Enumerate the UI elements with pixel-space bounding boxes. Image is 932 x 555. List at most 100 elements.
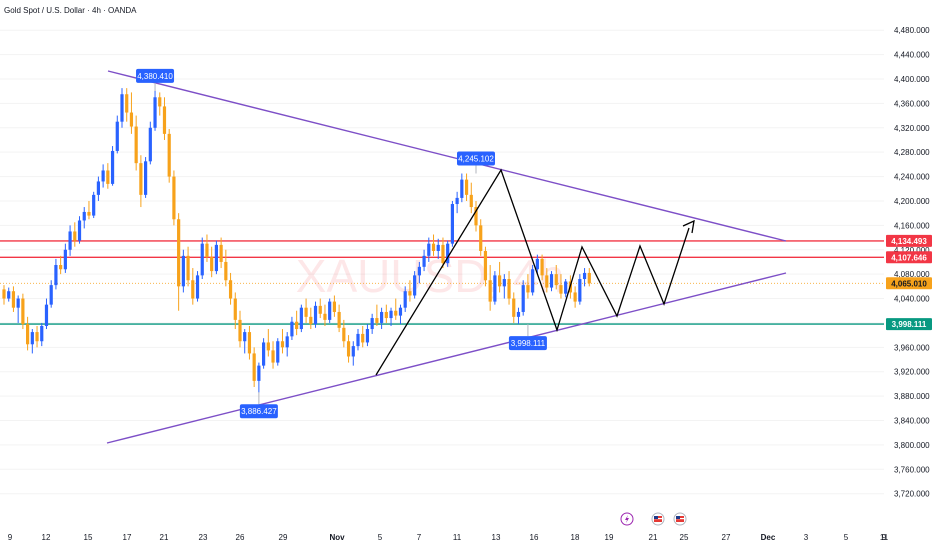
candle-body bbox=[129, 112, 134, 127]
candle-body bbox=[26, 324, 30, 345]
x-tick-label: 21 bbox=[649, 533, 658, 542]
candle-body bbox=[219, 244, 223, 262]
candle-body bbox=[309, 316, 313, 325]
candle-body bbox=[186, 255, 190, 281]
pivot-label: 4,245.102 bbox=[458, 154, 494, 163]
candle-body bbox=[531, 269, 535, 293]
candle-body bbox=[290, 321, 294, 337]
candle-body bbox=[450, 204, 454, 244]
us-flag-icon[interactable] bbox=[673, 512, 687, 526]
candle-body bbox=[252, 353, 256, 381]
candle-body bbox=[266, 342, 270, 351]
candle-body bbox=[162, 106, 167, 134]
candle-body bbox=[134, 126, 138, 164]
candle-body bbox=[446, 243, 450, 264]
pivot-label-box bbox=[136, 68, 175, 83]
price-axis[interactable]: 4,480.000 4,440.000 4,400.000 4,360.000 4,32… bbox=[886, 26, 932, 499]
candle-body bbox=[82, 211, 86, 221]
candle-body bbox=[346, 341, 351, 357]
x-tick-label: Dec bbox=[761, 533, 776, 542]
y-tick-label: 3,880.000 bbox=[894, 392, 930, 401]
candle-body bbox=[370, 318, 374, 330]
candle-body bbox=[257, 365, 261, 381]
pivot-label-box bbox=[508, 336, 547, 351]
triangle-upper-line[interactable] bbox=[107, 70, 787, 242]
candle-body bbox=[436, 244, 440, 251]
candle-body bbox=[554, 274, 558, 286]
y-tick-label: 4,440.000 bbox=[894, 51, 930, 60]
candle-body bbox=[540, 258, 544, 276]
candle-body bbox=[313, 305, 318, 325]
x-tick-label: 9 bbox=[8, 533, 13, 542]
projection-path[interactable] bbox=[375, 168, 690, 376]
candle-body bbox=[92, 194, 96, 216]
candle-body bbox=[139, 163, 143, 195]
candle-body bbox=[144, 161, 148, 195]
candle-body bbox=[573, 292, 577, 302]
candle-body bbox=[403, 291, 407, 308]
lightning-icon[interactable] bbox=[620, 512, 634, 526]
candle-body bbox=[375, 318, 379, 323]
candle-body bbox=[455, 197, 459, 205]
candle-body bbox=[460, 179, 464, 198]
candle-body bbox=[214, 244, 218, 272]
candle-body bbox=[502, 279, 506, 287]
time-axis[interactable]: 9 12 15 17 21 23 26 29 Nov 5 7 11 13 16 18 19 21 25 27 Dec 3… bbox=[8, 533, 889, 542]
candle-body bbox=[63, 249, 67, 270]
x-tick-label: Nov bbox=[329, 533, 345, 542]
candle-body bbox=[498, 275, 502, 287]
candle-body bbox=[380, 311, 384, 323]
y-tick-label: 3,720.000 bbox=[894, 490, 930, 499]
price-level-label: 4,134.493 bbox=[891, 237, 927, 246]
candle-body bbox=[304, 307, 308, 317]
candle-body bbox=[512, 298, 516, 317]
x-tick-label: 23 bbox=[199, 533, 208, 542]
candle-body bbox=[427, 243, 431, 256]
candle-body bbox=[205, 243, 209, 258]
y-tick-label: 4,280.000 bbox=[894, 148, 930, 157]
pivot-labels: 4,380.410 4,245.102 3,886.427 3,998.111 bbox=[136, 68, 547, 419]
candle-body bbox=[73, 231, 77, 241]
x-tick-label: 15 bbox=[84, 533, 93, 542]
candle-body bbox=[125, 94, 129, 113]
candle-body bbox=[578, 279, 582, 302]
y-tick-label: 4,200.000 bbox=[894, 197, 930, 206]
candle-body bbox=[521, 285, 525, 312]
candle-body bbox=[351, 346, 355, 357]
us-flag-icon[interactable] bbox=[651, 512, 665, 526]
y-tick-label: 4,480.000 bbox=[894, 26, 930, 35]
price-level-tag bbox=[886, 234, 932, 247]
x-tick-label: 21 bbox=[160, 533, 169, 542]
candle-body bbox=[153, 97, 157, 128]
candle-body bbox=[332, 301, 336, 312]
triangle-lower-line[interactable] bbox=[106, 272, 787, 444]
price-level-tag bbox=[886, 318, 932, 331]
grid bbox=[0, 29, 884, 495]
candle-body bbox=[493, 275, 497, 302]
candle-body bbox=[148, 127, 152, 162]
candle-body bbox=[172, 176, 176, 220]
x-tick-label: 11 bbox=[453, 533, 462, 542]
candle-body bbox=[11, 291, 16, 308]
candle-body bbox=[120, 94, 124, 122]
symbol-header: Gold Spot / U.S. Dollar · 4h · OANDA bbox=[4, 6, 137, 15]
candle-body bbox=[587, 272, 591, 284]
candle-body bbox=[276, 341, 280, 363]
x-tick-label: 13 bbox=[492, 533, 501, 542]
candle-body bbox=[280, 341, 285, 348]
candle-body bbox=[200, 243, 204, 276]
pivot-label: 4,380.410 bbox=[137, 72, 173, 81]
candle-body bbox=[483, 250, 488, 281]
candle-body bbox=[417, 266, 421, 276]
candle-body bbox=[49, 285, 53, 305]
candle-body bbox=[59, 265, 63, 270]
price-level-tag bbox=[886, 277, 932, 290]
candle-body bbox=[516, 311, 521, 317]
candle-body bbox=[87, 211, 91, 216]
candle-body bbox=[110, 150, 115, 184]
candle-body bbox=[177, 219, 181, 287]
candle-body bbox=[559, 285, 563, 294]
x-tick-label: 7 bbox=[417, 533, 422, 542]
candle-body bbox=[365, 329, 370, 343]
